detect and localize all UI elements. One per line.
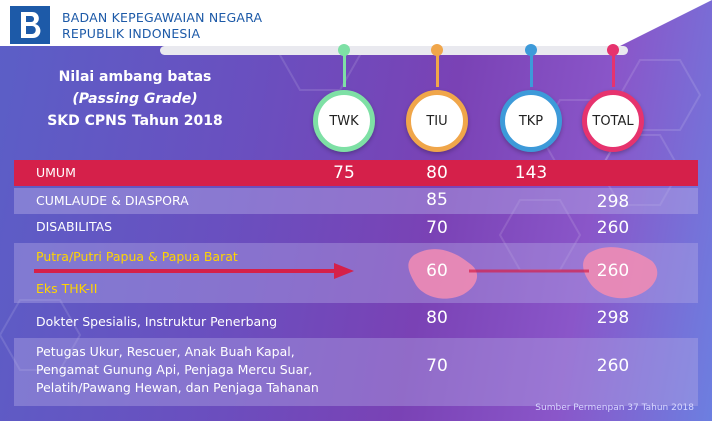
organization-name: BADAN KEPEGAWAIAN NEGARA REPUBLIK INDONE… — [62, 10, 262, 42]
total-connector — [612, 51, 615, 87]
row-umum-label: UMUM — [36, 165, 76, 180]
row-papua-tiu: 60 — [426, 261, 448, 281]
title-line-2: (Passing Grade) — [72, 91, 198, 107]
source-note: Sumber Permenpan 37 Tahun 2018 — [535, 403, 694, 413]
column-rail — [160, 46, 628, 55]
twk-dot — [338, 44, 350, 56]
tkp-dot — [525, 44, 537, 56]
row-disabilitas-label: DISABILITAS — [36, 219, 113, 234]
org-line-1: BADAN KEPEGAWAIAN NEGARA — [62, 10, 263, 25]
row-papua-total: 260 — [596, 261, 630, 281]
row-papua-label: Putra/Putri Papua & Papua Barat — [36, 249, 238, 264]
row-dokter-label: Dokter Spesialis, Instruktur Penerbang — [36, 314, 278, 329]
row-thk-label: Eks THK-II — [36, 281, 98, 296]
tiu-connector — [436, 51, 439, 87]
row-disabilitas: DISABILITAS 70 260 — [14, 214, 698, 240]
row-umum-tiu: 80 — [426, 163, 448, 183]
tkp-connector — [530, 51, 533, 87]
row-cumlaude-label: CUMLAUDE & DIASPORA — [36, 193, 189, 208]
row-umum-tkp: 143 — [514, 163, 548, 183]
row-umum-twk: 75 — [333, 163, 355, 183]
row-petugas-label-2: Pengamat Gunung Api, Penjaga Mercu Suar, — [36, 362, 313, 377]
row-disabilitas-total: 260 — [596, 218, 630, 238]
title-line-3: SKD CPNS Tahun 2018 — [47, 113, 223, 129]
row-dokter-tiu: 80 — [426, 308, 448, 328]
row-cumlaude: CUMLAUDE & DIASPORA 85 298 — [14, 188, 698, 214]
pink-splash-decoration — [34, 247, 658, 299]
row-cumlaude-total: 298 — [596, 192, 630, 212]
twk-badge: TWK — [313, 90, 375, 152]
twk-connector — [343, 51, 346, 87]
row-disabilitas-tiu: 70 — [426, 218, 448, 238]
row-petugas-tiu: 70 — [426, 356, 448, 376]
org-line-2: REPUBLIK INDONESIA — [62, 26, 201, 41]
row-petugas-label-3: Pelatih/Pawang Hewan, dan Penjaga Tahana… — [36, 380, 319, 395]
row-dokter: Dokter Spesialis, Instruktur Penerbang 8… — [14, 306, 698, 334]
row-umum: UMUM 75 80 143 — [14, 160, 698, 186]
row-cumlaude-tiu: 85 — [426, 190, 448, 210]
title-line-1: Nilai ambang batas — [58, 69, 212, 85]
row-petugas-total: 260 — [596, 356, 630, 376]
row-papua-thk: Putra/Putri Papua & Papua Barat Eks THK-… — [14, 243, 698, 303]
tiu-dot — [431, 44, 443, 56]
tkp-badge: TKP — [500, 90, 562, 152]
total-dot — [607, 44, 619, 56]
row-dokter-total: 298 — [596, 308, 630, 328]
chart-title: Nilai ambang batas (Passing Grade) SKD C… — [20, 66, 250, 132]
bkn-logo — [10, 6, 50, 44]
row-petugas: Petugas Ukur, Rescuer, Anak Buah Kapal, … — [14, 338, 698, 406]
total-badge: TOTAL — [582, 90, 644, 152]
row-petugas-label-1: Petugas Ukur, Rescuer, Anak Buah Kapal, — [36, 344, 295, 359]
tiu-badge: TIU — [406, 90, 468, 152]
top-banner — [0, 0, 712, 46]
